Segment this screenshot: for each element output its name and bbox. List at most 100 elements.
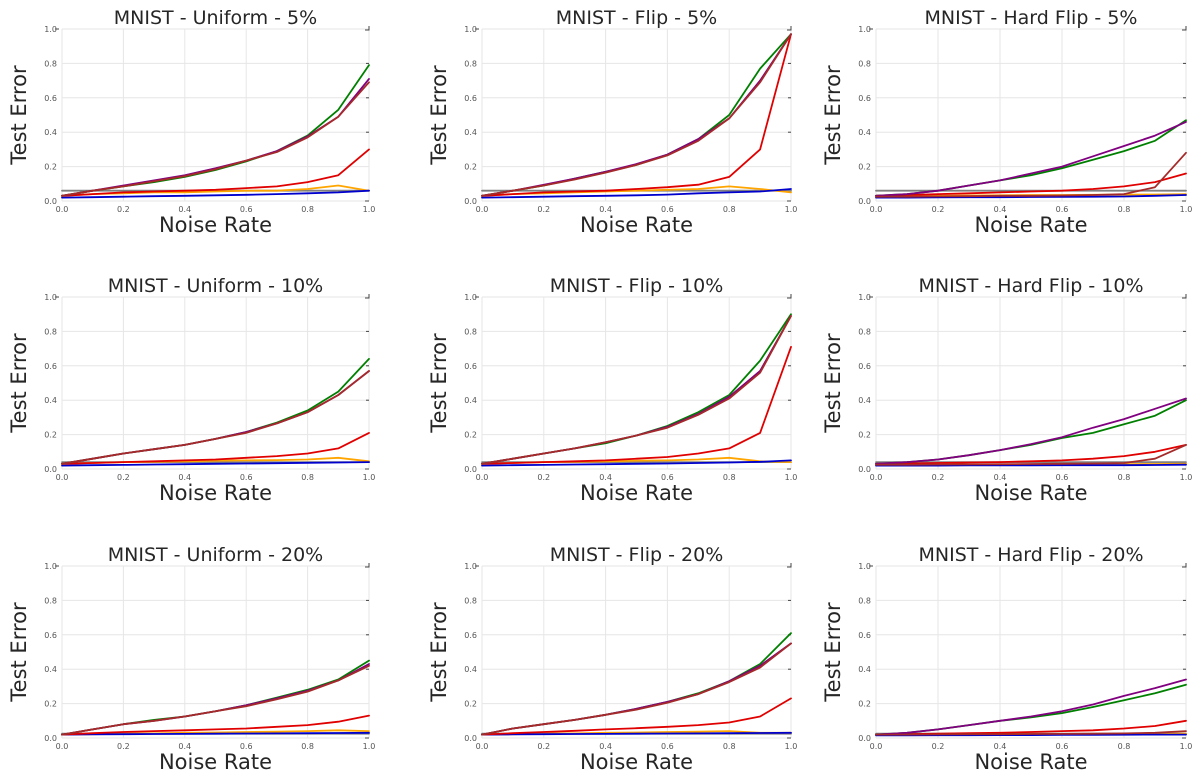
y-tick-label: 0.8 <box>44 327 57 336</box>
x-tick-label: 0.8 <box>1118 742 1131 751</box>
y-tick-label: 0.4 <box>858 396 871 405</box>
grid <box>61 28 370 202</box>
x-tick-label: 0.8 <box>301 205 314 214</box>
x-tick-label: 0.0 <box>476 205 489 214</box>
y-tick-label: 1.0 <box>44 293 57 302</box>
y-tick-label: 0.2 <box>44 163 57 172</box>
x-tick-label: 0.0 <box>476 742 489 751</box>
x-tick-label: 0.6 <box>240 205 253 214</box>
x-tick-label: 0.0 <box>56 205 69 214</box>
y-tick-label: 1.0 <box>858 25 871 34</box>
series-line-4 <box>875 444 1187 465</box>
y-tick-label: 0.0 <box>858 465 871 474</box>
x-axis-label: Noise Rate <box>974 750 1087 774</box>
grid <box>481 296 792 470</box>
x-tick-label: 1.0 <box>785 473 798 482</box>
x-tick-label: 1.0 <box>785 742 798 751</box>
y-tick-label: 0.0 <box>858 197 871 206</box>
y-axis-label: Test Error <box>7 333 31 434</box>
series-line-6 <box>875 121 1187 197</box>
series-line-6 <box>61 370 370 465</box>
series-line-5 <box>61 64 370 197</box>
x-tick-label: 0.2 <box>117 473 130 482</box>
subplot-title: MNIST - Hard Flip - 5% <box>925 7 1138 29</box>
subplot-7: 0.0 0.2 0.4 0.6 0.8 1.0 0.0 0.2 0.4 0.6 0.8 1.0 MNIS… <box>7 544 375 774</box>
x-axis-label: Noise Rate <box>580 481 693 505</box>
subplot-8: 0.0 0.2 0.4 0.6 0.8 1.0 0.0 0.2 0.4 0.6 0.8 1.0 MNIS… <box>427 544 797 774</box>
x-tick-label: 0.2 <box>932 205 945 214</box>
y-tick-label: 1.0 <box>464 562 477 571</box>
y-axis-label: Test Error <box>821 65 845 166</box>
y-axis-label: Test Error <box>821 602 845 703</box>
corner-mark <box>1182 294 1187 299</box>
y-tick-label: 0.6 <box>858 362 871 371</box>
x-tick-label: 0.0 <box>870 205 883 214</box>
series-line-6 <box>481 33 792 197</box>
y-tick-label: 0.8 <box>464 59 477 68</box>
x-tick-label: 1.0 <box>363 742 376 751</box>
y-tick-label: 0.2 <box>858 431 871 440</box>
series-line-3 <box>481 731 792 736</box>
y-tick-label: 0.4 <box>44 396 57 405</box>
y-tick-label: 0.2 <box>858 700 871 709</box>
y-tick-label: 0.4 <box>464 128 477 137</box>
series-line-7 <box>61 370 370 465</box>
subplot-title: MNIST - Uniform - 5% <box>114 7 317 29</box>
subplot-3: 0.0 0.2 0.4 0.6 0.8 1.0 0.0 0.2 0.4 0.6 0.8 1.0 MNIS… <box>821 7 1192 237</box>
y-tick-label: 0.2 <box>44 431 57 440</box>
series-line-4 <box>61 432 370 465</box>
series-line-3 <box>61 731 370 736</box>
series-line-3 <box>61 461 370 467</box>
x-axis-label: Noise Rate <box>580 213 693 237</box>
x-tick-label: 0.8 <box>301 742 314 751</box>
y-tick-label: 0.2 <box>858 163 871 172</box>
series-line-7 <box>481 315 792 465</box>
subplot-5: 0.0 0.2 0.4 0.6 0.8 1.0 0.0 0.2 0.4 0.6 0.8 1.0 MNIS… <box>427 275 797 505</box>
series-line-5 <box>61 358 370 465</box>
grid <box>61 296 370 470</box>
x-tick-label: 0.6 <box>661 473 674 482</box>
series-line-5 <box>481 33 792 197</box>
y-tick-label: 0.0 <box>858 734 871 743</box>
x-axis-label: Noise Rate <box>580 750 693 774</box>
x-tick-label: 1.0 <box>1180 742 1193 751</box>
y-tick-label: 0.8 <box>44 596 57 605</box>
x-tick-label: 1.0 <box>1180 473 1193 482</box>
x-tick-label: 0.4 <box>599 205 612 214</box>
series-line-3 <box>481 459 792 467</box>
x-axis-label: Noise Rate <box>159 750 272 774</box>
x-tick-label: 0.4 <box>599 742 612 751</box>
x-tick-label: 0.2 <box>537 205 550 214</box>
series-line-7 <box>61 81 370 197</box>
x-tick-label: 0.0 <box>870 742 883 751</box>
y-axis-label: Test Error <box>7 65 31 166</box>
x-tick-label: 0.4 <box>178 742 191 751</box>
y-tick-label: 0.8 <box>464 327 477 336</box>
x-tick-label: 0.2 <box>932 473 945 482</box>
corner-mark <box>787 563 792 568</box>
y-tick-label: 0.4 <box>858 665 871 674</box>
y-tick-label: 0.2 <box>464 431 477 440</box>
x-tick-label: 0.0 <box>56 473 69 482</box>
series-line-4 <box>875 172 1187 197</box>
series-line-4 <box>61 714 370 736</box>
corner-mark <box>787 294 792 299</box>
series-line-4 <box>481 346 792 465</box>
series-line-7 <box>875 151 1187 198</box>
series-line-3 <box>481 188 792 199</box>
x-tick-label: 0.8 <box>723 742 736 751</box>
x-tick-label: 0.8 <box>723 473 736 482</box>
x-tick-label: 0.2 <box>932 742 945 751</box>
x-axis-label: Noise Rate <box>974 213 1087 237</box>
series-line-7 <box>61 664 370 736</box>
y-tick-label: 0.6 <box>464 631 477 640</box>
y-tick-label: 0.8 <box>464 596 477 605</box>
x-tick-label: 0.2 <box>117 205 130 214</box>
x-tick-label: 0.2 <box>537 473 550 482</box>
y-tick-label: 0.0 <box>464 465 477 474</box>
y-tick-label: 0.2 <box>44 700 57 709</box>
x-tick-label: 0.6 <box>661 205 674 214</box>
x-axis-label: Noise Rate <box>159 213 272 237</box>
subplot-2: 0.0 0.2 0.4 0.6 0.8 1.0 0.0 0.2 0.4 0.6 0.8 1.0 MNIS… <box>427 7 797 237</box>
y-tick-label: 1.0 <box>858 562 871 571</box>
